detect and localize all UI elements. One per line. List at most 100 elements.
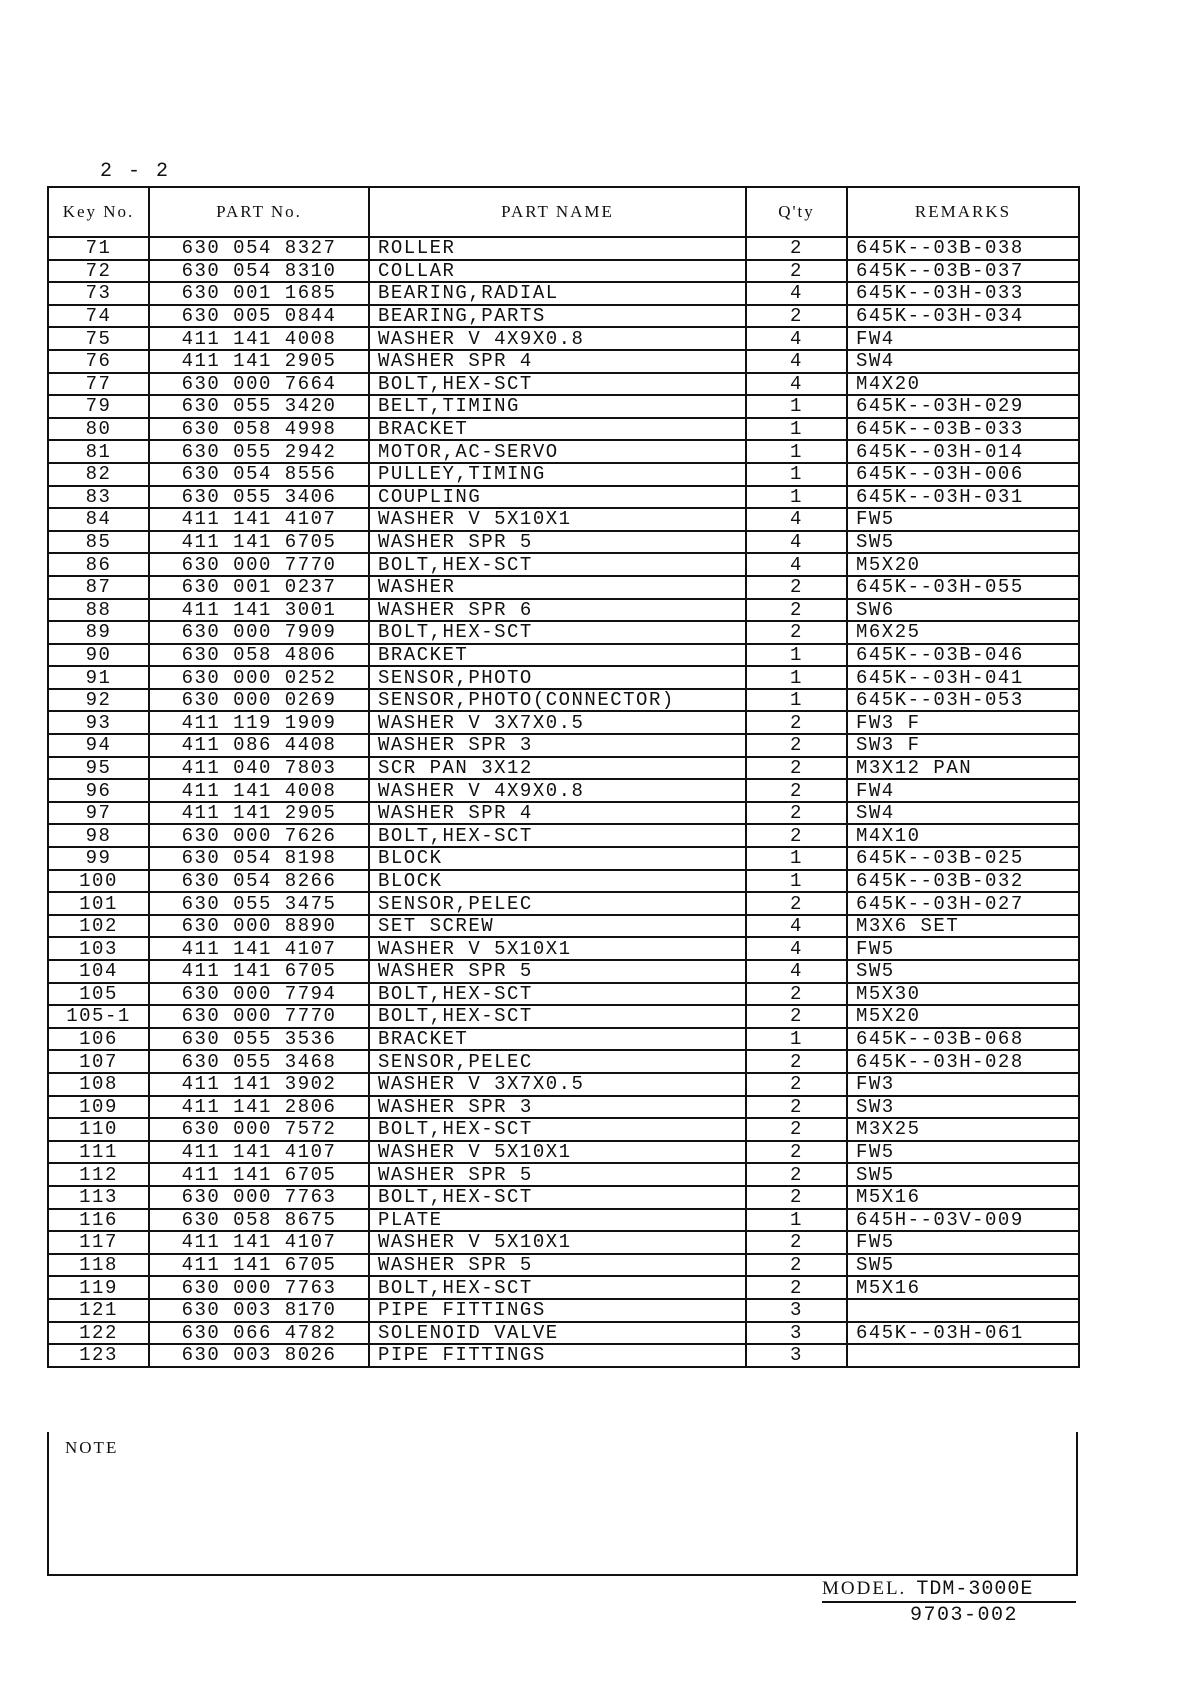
cell-part-name: BLOCK <box>368 846 747 871</box>
cell-part-name: BLOCK <box>368 868 747 894</box>
cell-part-name: BOLT,HEX-SCT <box>368 1004 747 1029</box>
cell-part-no: 630 066 4782 <box>148 1320 370 1346</box>
cell-part-name: BRACKET <box>368 1026 747 1052</box>
cell-key-no: 121 <box>47 1297 150 1323</box>
cell-part-no: 411 141 4008 <box>148 326 370 351</box>
cell-part-no: 411 086 4408 <box>148 733 370 758</box>
cell-key-no: 111 <box>47 1139 150 1165</box>
cell-remarks: SW5 <box>846 1252 1080 1278</box>
cell-key-no: 86 <box>47 552 150 577</box>
cell-key-no: 83 <box>47 484 150 510</box>
cell-remarks: 645K--03H-031 <box>846 484 1080 510</box>
cell-key-no: 123 <box>47 1343 150 1368</box>
cell-remarks: M4X10 <box>846 823 1080 849</box>
cell-part-no: 630 055 3468 <box>148 1049 370 1074</box>
cell-part-no: 630 054 8198 <box>148 846 370 871</box>
cell-key-no: 75 <box>47 326 150 351</box>
table-row: 103 411 141 4107 WASHER V 5X10X1 4 FW5 <box>47 936 1080 961</box>
cell-qty: 2 <box>745 1094 848 1120</box>
cell-key-no: 76 <box>47 348 150 374</box>
cell-part-no: 630 000 8890 <box>148 913 370 939</box>
cell-key-no: 107 <box>47 1049 150 1074</box>
table-row: 91 630 000 0252 SENSOR,PHOTO 1 645K--03H-041 <box>47 665 1080 690</box>
table-row: 71 630 054 8327 ROLLER 2 645K--03B-038 <box>47 236 1080 261</box>
cell-part-name: BEARING,PARTS <box>368 303 747 329</box>
model-line: MODEL. TDM-3000E <box>822 1578 1076 1603</box>
cell-remarks: 645K--03B-038 <box>846 236 1080 261</box>
cell-part-no: 630 000 0252 <box>148 665 370 690</box>
cell-remarks: SW4 <box>846 800 1080 826</box>
cell-part-no: 630 055 3420 <box>148 394 370 419</box>
table-row: 122 630 066 4782 SOLENOID VALVE 3 645K--03H-… <box>47 1320 1080 1346</box>
cell-part-no: 630 000 7763 <box>148 1275 370 1300</box>
table-row: 121 630 003 8170 PIPE FITTINGS 3 <box>47 1297 1080 1323</box>
cell-qty: 1 <box>745 868 848 894</box>
cell-remarks: M5X20 <box>846 1004 1080 1029</box>
cell-part-no: 630 000 7770 <box>148 552 370 577</box>
cell-qty: 1 <box>745 687 848 713</box>
cell-qty: 1 <box>745 846 848 871</box>
cell-qty: 4 <box>745 507 848 532</box>
cell-key-no: 94 <box>47 733 150 758</box>
cell-remarks: 645K--03H-028 <box>846 1049 1080 1074</box>
cell-part-no: 411 141 3902 <box>148 1071 370 1097</box>
table-row: 93 411 119 1909 WASHER V 3X7X0.5 2 FW3 F <box>47 710 1080 736</box>
cell-part-name: SET SCREW <box>368 913 747 939</box>
cell-qty: 4 <box>745 529 848 555</box>
cell-remarks: SW4 <box>846 348 1080 374</box>
cell-part-name: WASHER SPR 5 <box>368 1252 747 1278</box>
cell-key-no: 100 <box>47 868 150 894</box>
cell-qty: 4 <box>745 348 848 374</box>
cell-remarks: M3X6 SET <box>846 913 1080 939</box>
cell-key-no: 97 <box>47 800 150 826</box>
cell-remarks: FW5 <box>846 507 1080 532</box>
cell-remarks <box>846 1343 1080 1368</box>
page-number: 2 - 2 <box>100 160 171 183</box>
table-row: 92 630 000 0269 SENSOR,PHOTO(CONNECTOR) 1 64… <box>47 687 1080 713</box>
cell-remarks: 645K--03H-027 <box>846 891 1080 916</box>
cell-part-name: WASHER SPR 5 <box>368 529 747 555</box>
cell-remarks: SW3 F <box>846 733 1080 758</box>
cell-remarks: 645K--03B-032 <box>846 868 1080 894</box>
cell-remarks: 645K--03H-041 <box>846 665 1080 690</box>
note-label: NOTE <box>65 1438 119 1457</box>
cell-qty: 1 <box>745 1207 848 1233</box>
cell-part-no: 630 000 7763 <box>148 1184 370 1210</box>
cell-remarks: FW5 <box>846 1139 1080 1165</box>
cell-part-no: 411 119 1909 <box>148 710 370 736</box>
cell-remarks: 645K--03B-025 <box>846 846 1080 871</box>
cell-part-name: ROLLER <box>368 236 747 261</box>
document-code: 9703-002 <box>910 1604 1019 1627</box>
table-row: 104 411 141 6705 WASHER SPR 5 4 SW5 <box>47 959 1080 984</box>
table-row: 80 630 058 4998 BRACKET 1 645K--03B-033 <box>47 416 1080 442</box>
cell-key-no: 103 <box>47 936 150 961</box>
cell-key-no: 117 <box>47 1230 150 1255</box>
cell-part-no: 630 005 0844 <box>148 303 370 329</box>
cell-qty: 3 <box>745 1343 848 1368</box>
cell-key-no: 71 <box>47 236 150 261</box>
cell-part-no: 630 000 0269 <box>148 687 370 713</box>
cell-part-name: BOLT,HEX-SCT <box>368 823 747 849</box>
cell-part-name: PULLEY,TIMING <box>368 461 747 487</box>
cell-remarks: 645K--03H-061 <box>846 1320 1080 1346</box>
cell-qty: 2 <box>745 1071 848 1097</box>
table-row: 89 630 000 7909 BOLT,HEX-SCT 2 M6X25 <box>47 620 1080 645</box>
cell-key-no: 104 <box>47 959 150 984</box>
cell-part-name: BELT,TIMING <box>368 394 747 419</box>
cell-remarks: 645K--03H-006 <box>846 461 1080 487</box>
cell-part-no: 411 141 4008 <box>148 778 370 803</box>
cell-part-name: BOLT,HEX-SCT <box>368 1117 747 1142</box>
cell-key-no: 79 <box>47 394 150 419</box>
cell-qty: 1 <box>745 394 848 419</box>
cell-part-name: BEARING,RADIAL <box>368 281 747 306</box>
cell-remarks: SW6 <box>846 597 1080 623</box>
cell-qty: 1 <box>745 1026 848 1052</box>
cell-key-no: 108 <box>47 1071 150 1097</box>
table-row: 105 630 000 7794 BOLT,HEX-SCT 2 M5X30 <box>47 981 1080 1007</box>
cell-part-name: PLATE <box>368 1207 747 1233</box>
cell-key-no: 119 <box>47 1275 150 1300</box>
table-row: 74 630 005 0844 BEARING,PARTS 2 645K--03H-03… <box>47 303 1080 329</box>
cell-qty: 1 <box>745 484 848 510</box>
table-row: 116 630 058 8675 PLATE 1 645H--03V-009 <box>47 1207 1080 1233</box>
cell-part-no: 630 000 7664 <box>148 371 370 397</box>
